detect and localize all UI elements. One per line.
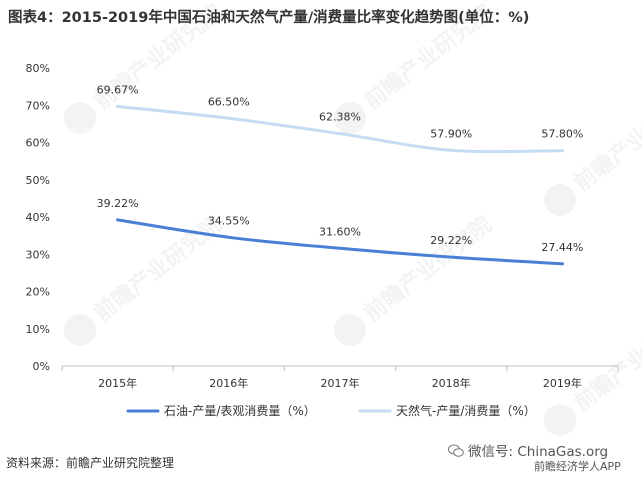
watermark-mark: 前瞻产业研究院	[64, 0, 227, 134]
watermark-mark: 前瞻产业研究院	[64, 211, 227, 346]
y-tick-label: 60%	[26, 137, 50, 150]
data-point	[227, 235, 231, 239]
y-tick-label: 0%	[33, 360, 50, 373]
data-point	[116, 104, 120, 108]
data-label: 31.60%	[319, 225, 361, 238]
data-point	[116, 218, 120, 222]
wechat-icon	[448, 444, 464, 457]
chart-title: 图表4：2015-2019年中国石油和天然气产量/消费量比率变化趋势图(单位：%…	[8, 10, 530, 26]
data-point	[449, 255, 453, 259]
data-label: 39.22%	[97, 197, 139, 210]
source-note: 资料来源：前瞻产业研究院整理	[6, 456, 175, 470]
watermark-text: 前瞻产业研究院	[89, 211, 226, 326]
y-tick-label: 20%	[26, 286, 50, 299]
watermark-logo-icon	[544, 184, 576, 216]
corner-watermark: 微信号: ChinaGas.org 前瞻经济学人APP	[448, 438, 638, 478]
watermark-mark: 前瞻产业研究院	[544, 301, 642, 436]
axes: 0% 10% 20% 30% 40% 50% 60% 70% 80% 2015年 2016年 2017…	[26, 62, 619, 390]
data-point	[560, 262, 564, 266]
legend: 石油-产量/表观消费量（%） 天然气-产量/消费量（%）	[126, 403, 536, 418]
x-tick-label: 2016年	[209, 376, 248, 390]
data-label: 62.38%	[319, 111, 361, 124]
x-tick-label: 2015年	[98, 376, 137, 390]
data-point	[338, 246, 342, 250]
data-label: 57.90%	[430, 127, 472, 140]
series-layer: 39.22% 34.55% 31.60% 29.22% 27.44% 69.67% 66.5…	[97, 83, 583, 266]
watermark-logo-icon	[334, 102, 366, 134]
data-point	[338, 132, 342, 136]
watermark-logo-icon	[334, 314, 366, 346]
data-label: 66.50%	[208, 95, 250, 108]
y-tick-label: 70%	[26, 99, 50, 112]
y-tick-label: 40%	[26, 211, 50, 224]
watermark-text: 前瞻产业研究院	[89, 0, 226, 115]
x-tick-label: 2018年	[432, 376, 471, 390]
y-tick-label: 80%	[26, 62, 50, 75]
y-tick-label: 10%	[26, 323, 50, 336]
watermark-logo-icon	[544, 404, 576, 436]
data-label: 57.80%	[541, 128, 583, 141]
x-tick-label: 2017年	[321, 376, 360, 390]
data-label: 69.67%	[97, 83, 139, 96]
watermark-text: 前瞻产业研究院	[359, 0, 496, 115]
watermark-logo-icon	[64, 314, 96, 346]
watermark-text: 前瞻产业研究院	[569, 301, 642, 416]
data-label: 29.22%	[430, 234, 472, 247]
watermark-text: 前瞻产业研究院	[359, 211, 496, 326]
legend-label: 天然气-产量/消费量（%）	[396, 403, 536, 418]
watermark-logo-icon	[64, 102, 96, 134]
data-point	[227, 116, 231, 120]
x-tick-label: 2019年	[543, 376, 582, 390]
app-watermark-text: 前瞻经济学人APP	[534, 460, 621, 473]
wechat-watermark-text: 微信号: ChinaGas.org	[468, 444, 609, 460]
data-label: 34.55%	[208, 214, 250, 227]
data-point	[449, 148, 453, 152]
y-tick-label: 30%	[26, 248, 50, 261]
legend-label: 石油-产量/表观消费量（%）	[164, 404, 316, 418]
y-tick-label: 50%	[26, 174, 50, 187]
data-label: 27.44%	[541, 241, 583, 254]
data-point	[560, 149, 564, 153]
